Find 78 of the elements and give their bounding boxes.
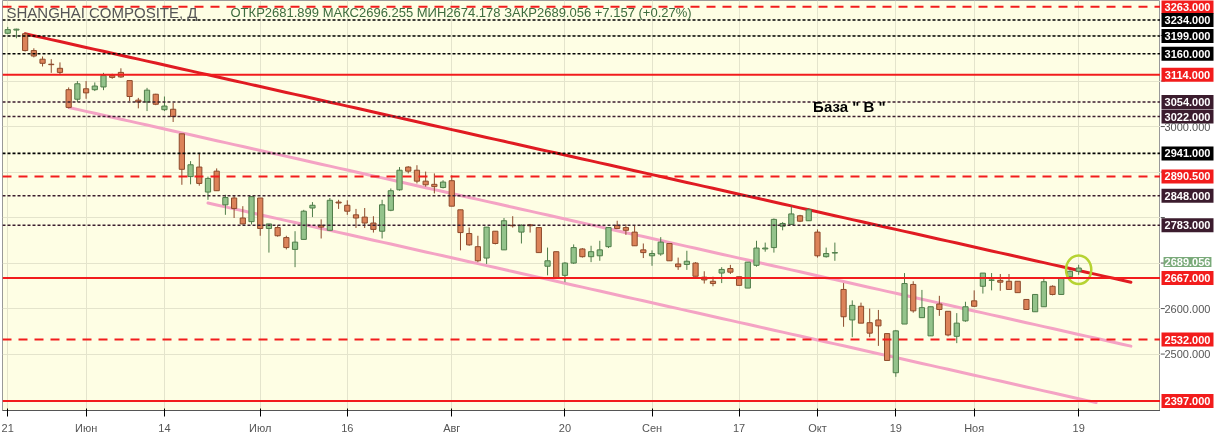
candlestick [361,207,368,229]
candlestick [753,240,760,268]
ref-line-label: 2890.500 [1164,170,1211,183]
ref-line-label: 2941.000 [1164,147,1211,160]
ref-line-label: 3114.000 [1164,68,1211,81]
candlestick [413,164,421,184]
candlestick [143,87,151,112]
candlestick [683,250,690,271]
x-tick-label: Июл [249,421,272,434]
ref-line-label: 2848.000 [1164,189,1211,202]
ref-line-label: 2397.000 [1164,394,1211,407]
candlestick [622,223,630,236]
candlestick [596,240,603,262]
candlestick [918,289,926,319]
ref-line-label: 3054.000 [1164,95,1211,108]
text: 2689.056 [1164,256,1211,269]
candlestick [187,160,194,185]
y-tick-label: 2500.000 [1164,348,1211,361]
candlestick [587,245,595,263]
x-tick-label: 19 [889,421,902,434]
candlestick [126,80,133,102]
candlestick [291,230,299,268]
ref-line-label: 2783.000 [1164,219,1211,232]
candlestick [431,172,438,194]
candlestick [82,80,90,100]
x-tick-label: 16 [341,421,354,434]
candlestick [944,310,952,337]
y-tick-label: 3000.000 [1164,120,1211,133]
candlestick [605,227,612,249]
candlestick [857,302,865,324]
candlestick [953,312,960,344]
candlestick [474,235,481,263]
x-tick-label: 20 [558,421,572,434]
ref-line-label: 2532.000 [1164,333,1211,346]
x-tick-label: Июн [74,421,98,434]
candlestick [204,176,212,201]
x-tick-label: 21 [1,421,14,434]
ref-line-label: 2667.000 [1164,272,1211,285]
x-tick-label: Ноя [964,421,985,434]
x-tick-label: 14 [158,421,171,434]
ref-line-label: 3199.000 [1164,29,1211,42]
candlestick [962,301,969,323]
x-tick-label: Окт [808,421,827,434]
candlestick [675,257,682,271]
candlestick [570,243,577,265]
candlestick [56,61,64,76]
candlestick [788,205,795,225]
candlestick [466,227,473,247]
candlestick [396,166,403,192]
annotation: База " В " [813,98,886,116]
ref-line-label: 3263.000 [1164,0,1211,13]
y-tick-label: 2600.000 [1164,302,1211,315]
candlestick [936,295,943,317]
x-tick-label: 19 [1072,421,1085,434]
candlestick [657,236,664,257]
candlestick [849,299,856,338]
chart-subtitle: ОТКР2681.899 МАКС2696.255 МИН2674.178 ЗАКР2689.056 +7.157 (+0.27%) [230,4,692,20]
candlestick [74,80,81,103]
candlestick [544,247,551,276]
candlestick [631,224,638,247]
ref-line-label: 3022.000 [1164,110,1211,123]
candlestick [648,249,656,267]
ref-line-label: 3160.000 [1164,47,1211,60]
x-tick-label: Авг [443,421,461,434]
candlestick [196,153,203,187]
candlestick [814,228,821,259]
ref-line-label: 3234.000 [1164,14,1211,27]
chart-title: SHANGHAI COMPOSITE, Д [6,3,198,21]
candlestick [518,223,525,244]
candlestick [561,261,569,283]
candlestick [457,209,464,251]
x-tick-label: 17 [732,421,746,434]
candlestick [239,205,246,225]
candlestick [352,208,360,229]
candlestick [875,309,882,347]
x-tick-label: Сен [641,421,663,434]
candlestick [831,242,838,262]
candlestick [866,308,873,338]
